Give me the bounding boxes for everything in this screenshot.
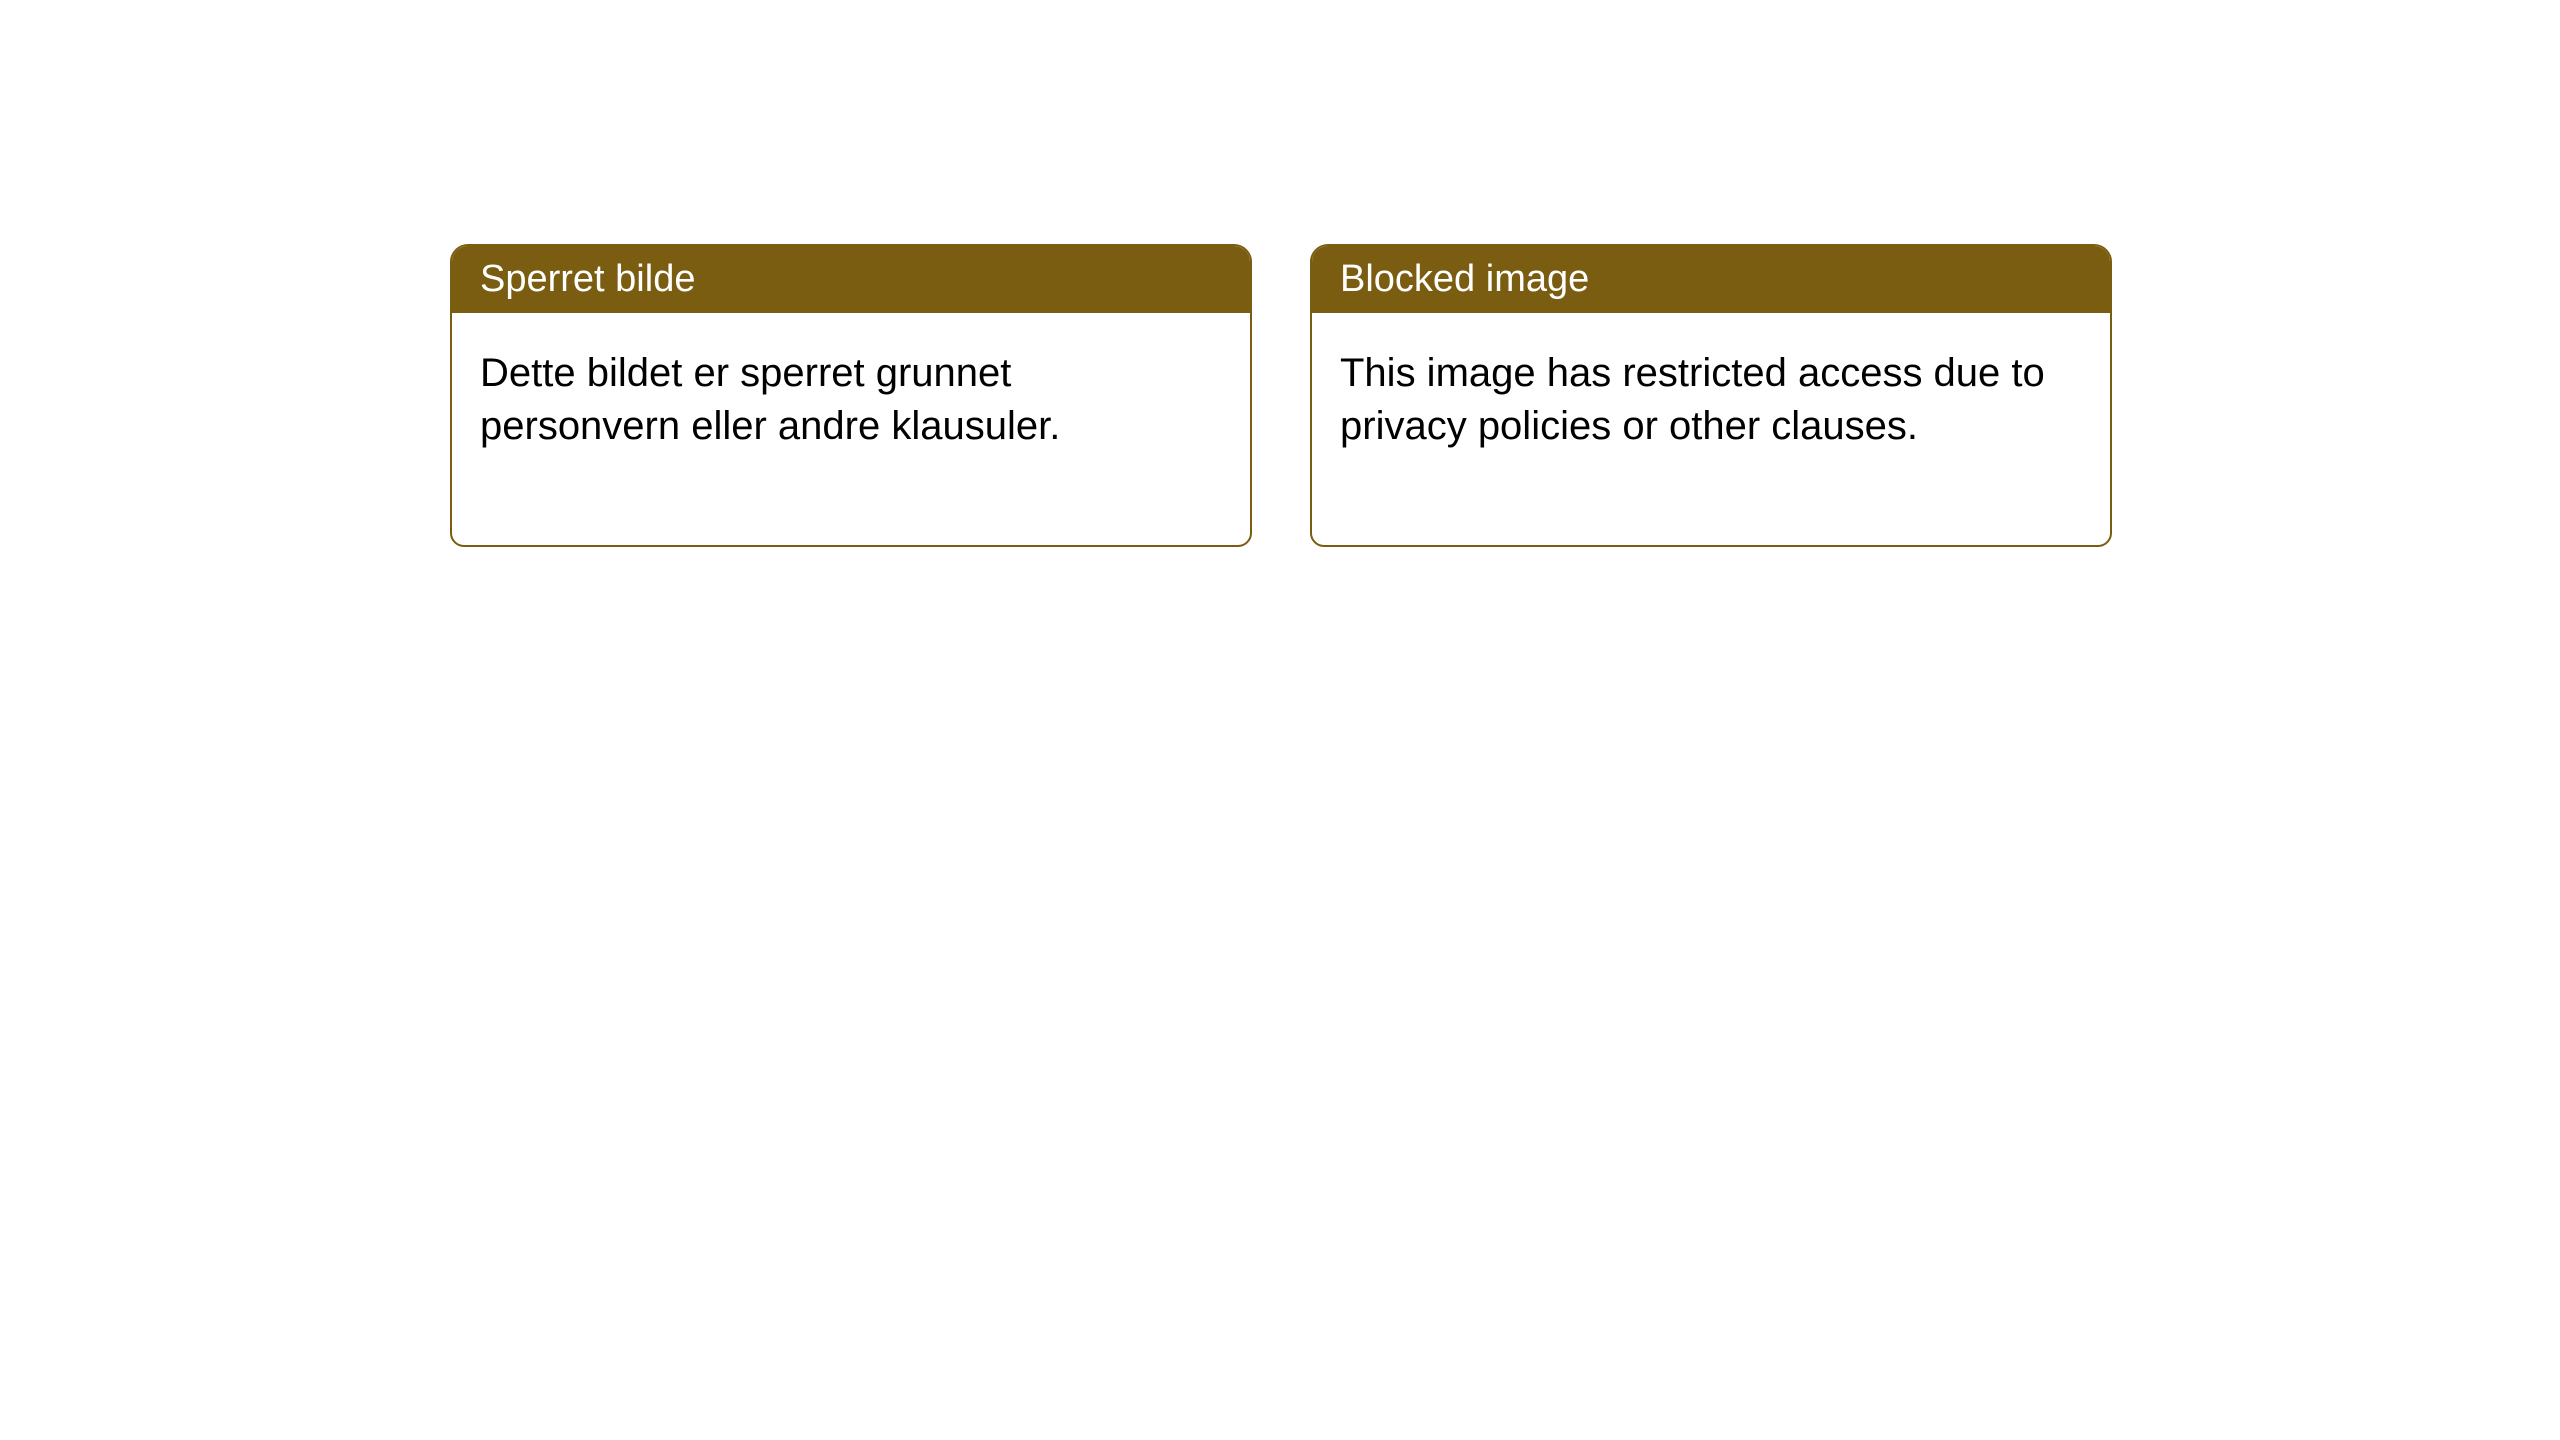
notice-container: Sperret bilde Dette bildet er sperret gr… — [0, 0, 2560, 547]
notice-title-english: Blocked image — [1312, 246, 2110, 313]
notice-card-norwegian: Sperret bilde Dette bildet er sperret gr… — [450, 244, 1252, 547]
notice-body-norwegian: Dette bildet er sperret grunnet personve… — [452, 313, 1250, 545]
notice-body-english: This image has restricted access due to … — [1312, 313, 2110, 545]
notice-title-norwegian: Sperret bilde — [452, 246, 1250, 313]
notice-card-english: Blocked image This image has restricted … — [1310, 244, 2112, 547]
